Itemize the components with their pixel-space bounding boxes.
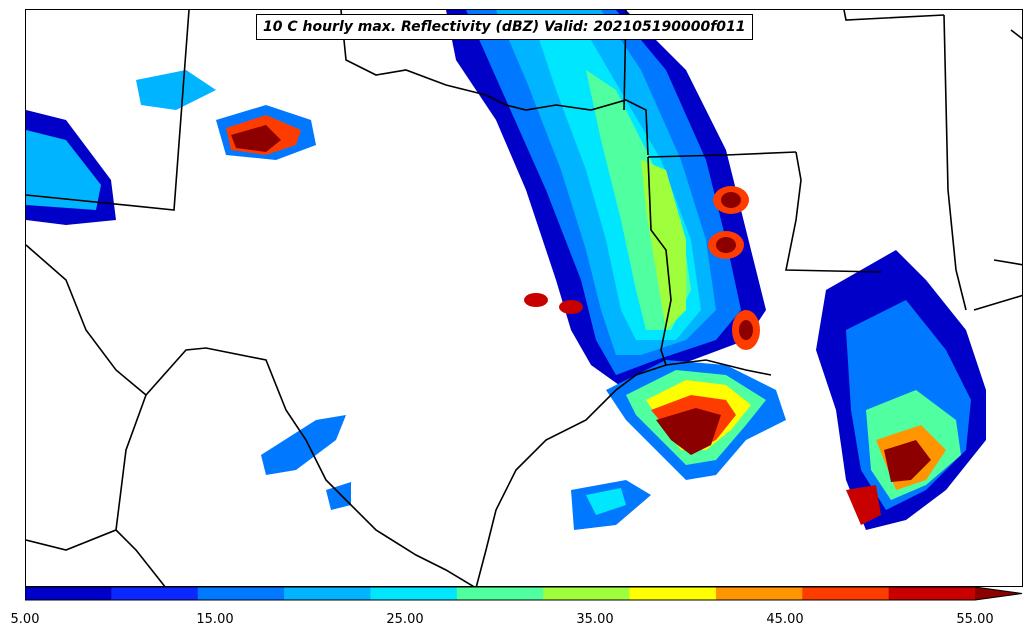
colorbar-tick-label: 45.00	[766, 612, 804, 627]
colorbar-outline	[25, 587, 1023, 601]
colorbar-segment	[284, 587, 371, 600]
colorbar-segment	[888, 587, 976, 600]
colorbar-tick-label: 25.00	[386, 612, 424, 627]
colorbar-segment	[25, 587, 112, 600]
colorbar-tick-label: 55.00	[956, 612, 994, 627]
colorbar-segment	[456, 587, 544, 600]
colorbar-segment	[197, 587, 285, 600]
colorbar-segment	[370, 587, 458, 600]
colorbar-tick-label: 15.00	[196, 612, 234, 627]
colorbar	[25, 587, 1023, 601]
colorbar-extend-arrow	[975, 587, 1022, 600]
colorbar-tick-label: 5.00	[10, 612, 40, 627]
boundary-lines	[26, 10, 1022, 586]
colorbar-segment	[543, 587, 631, 600]
colorbar-segment	[715, 587, 803, 600]
map-panel	[25, 9, 1023, 587]
colorbar-tick-label: 35.00	[576, 612, 614, 627]
map-title: 10 C hourly max. Reflectivity (dBZ) Vali…	[256, 14, 753, 40]
colorbar-segment	[802, 587, 890, 600]
colorbar-segment	[111, 587, 199, 600]
reflectivity-field	[26, 10, 986, 530]
colorbar-segment	[629, 587, 717, 600]
